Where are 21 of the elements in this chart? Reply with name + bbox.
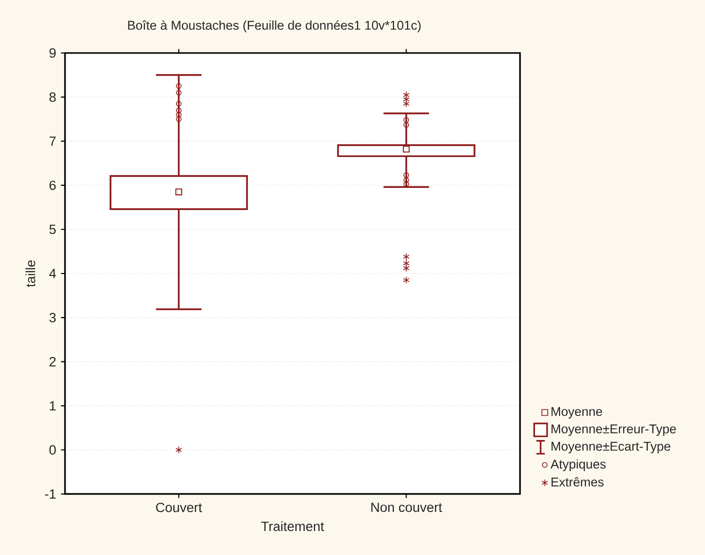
y-axis-title: taille	[25, 260, 36, 287]
y-tick-label: 0	[49, 445, 56, 455]
y-tick-label: 5	[49, 224, 56, 234]
y-tick-label: 7	[50, 136, 56, 146]
y-tick-label: 2	[50, 357, 56, 366]
x-axis-title: Traitement	[261, 521, 324, 532]
legend-label: Extrêmes	[552, 477, 604, 487]
y-tick-label: -1	[45, 489, 56, 499]
legend-label: Moyenne±Erreur-Type	[552, 424, 676, 436]
x-tick-label: Couvert	[156, 502, 202, 512]
y-tick-label: 1	[50, 401, 56, 410]
x-tick-label: Non couvert	[371, 502, 442, 512]
legend-label: Moyenne	[552, 407, 602, 419]
y-tick-label: 8	[49, 92, 56, 102]
y-tick-label: 3	[49, 312, 56, 322]
y-tick-label: 6	[50, 180, 56, 190]
y-tick-label: 4	[49, 268, 56, 278]
legend-label: Atypiques	[550, 459, 606, 472]
chart-title: Boîte à Moustaches (Feuille de données1 10v*101c)	[128, 20, 421, 32]
y-tick-label: 9	[50, 48, 56, 58]
legend-label: Moyenne±Ecart-Type	[552, 442, 670, 454]
